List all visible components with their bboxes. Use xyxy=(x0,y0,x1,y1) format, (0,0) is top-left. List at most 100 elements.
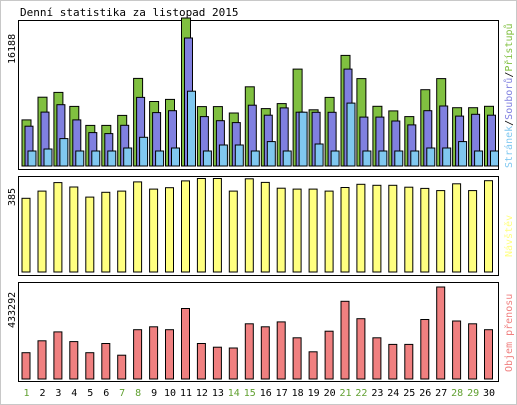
bar-pages: Stránek 25: 1640 xyxy=(410,150,420,167)
x-tick-label: 25 xyxy=(403,388,415,399)
bar-pages: Stránek 23: 1640 xyxy=(378,150,388,167)
bar-volume: Objem přenosu 8: 232000 xyxy=(133,329,143,380)
bar-volume: Objem přenosu 7: 112000 xyxy=(117,354,127,380)
bar-visits: Návštěv 5: 310 xyxy=(85,196,95,273)
bar-volume: Objem přenosu 3: 222000 xyxy=(53,331,63,380)
x-tick-label: 12 xyxy=(196,388,208,399)
bar-pages: Stránek 26: 1970 xyxy=(426,147,436,167)
bar-visits: Návštěv 2: 335 xyxy=(37,190,47,273)
bar-pages: Stránek 9: 1640 xyxy=(155,150,165,167)
x-tick-label: 5 xyxy=(87,388,93,399)
bar-volume: Objem přenosu 1: 124000 xyxy=(21,352,31,380)
bar-visits: Návštěv 17: 347 xyxy=(276,187,286,273)
bar-volume: Objem přenosu 21: 366000 xyxy=(340,300,350,380)
bar-visits: Návštěv 4: 352 xyxy=(69,186,79,273)
bar-pages: Stránek 18: 5880 xyxy=(298,111,308,167)
bar-pages: Stránek 21: 6880 xyxy=(346,102,356,167)
bar-volume: Objem přenosu 26: 280000 xyxy=(420,319,430,380)
x-tick-label: 20 xyxy=(324,388,336,399)
x-tick-label: 26 xyxy=(419,388,431,399)
x-tick-label: 4 xyxy=(71,388,77,399)
x-tick-label: 22 xyxy=(355,388,367,399)
x-tick-label: 8 xyxy=(135,388,141,399)
legend-hits-label: Přístupů xyxy=(503,23,515,71)
bar-volume: Objem přenosu 24: 163000 xyxy=(388,343,398,380)
x-tick-label: 10 xyxy=(164,388,176,399)
bar-pages: Stránek 16: 2670 xyxy=(266,141,276,167)
legend-visits-label: Návštěv xyxy=(503,215,515,257)
bar-pages: Stránek 8: 3140 xyxy=(139,136,149,167)
bar-volume: Objem přenosu 23: 194000 xyxy=(372,337,382,380)
bar-pages: Stránek 4: 1640 xyxy=(75,150,85,167)
bar-volume: Objem přenosu 28: 273000 xyxy=(452,320,462,380)
x-tick-label: 18 xyxy=(292,388,304,399)
bar-visits: Návštěv 9: 343 xyxy=(149,188,159,273)
bar-pages: Stránek 22: 1640 xyxy=(362,150,372,167)
bar-pages: Stránek 13: 2300 xyxy=(218,144,228,167)
bar-volume: Objem přenosu 13: 150000 xyxy=(212,346,222,380)
bar-visits: Návštěv 14: 335 xyxy=(228,190,238,273)
bar-pages: Stránek 12: 1640 xyxy=(202,150,212,167)
bar-visits: Návštěv 7: 335 xyxy=(117,190,127,273)
bar-pages: Stránek 29: 1640 xyxy=(474,150,484,167)
bar-pages: Stránek 1: 1640 xyxy=(27,150,37,167)
bar-volume: Objem přenosu 5: 124000 xyxy=(85,352,95,380)
bar-visits: Návštěv 8: 373 xyxy=(133,181,143,273)
legend-files-label: Souborů xyxy=(503,78,515,120)
bar-visits: Návštěv 18: 343 xyxy=(292,188,302,273)
legend-volume-label: Objem přenosu xyxy=(503,294,515,372)
bar-pages: Stránek 27: 1970 xyxy=(442,147,452,167)
bar-volume: Objem přenosu 17: 269000 xyxy=(276,321,286,380)
x-tick-label: 9 xyxy=(151,388,157,399)
bar-visits: Návštěv 21: 350 xyxy=(340,187,350,273)
bar-pages: Stránek 30: 1640 xyxy=(490,150,499,167)
x-tick-label: 13 xyxy=(212,388,224,399)
x-tick-label: 2 xyxy=(39,388,45,399)
x-tick-label: 28 xyxy=(451,388,463,399)
x-tick-label: 17 xyxy=(276,388,288,399)
x-tick-label: 1 xyxy=(23,388,29,399)
bar-pages: Stránek 20: 1640 xyxy=(330,150,340,167)
bar-pages: Stránek 15: 1640 xyxy=(250,150,260,167)
bar-visits: Návštěv 22: 363 xyxy=(356,183,366,273)
bar-visits: Návštěv 26: 346 xyxy=(420,187,430,273)
legend-separator-1: / xyxy=(504,120,515,126)
x-tick-label: 19 xyxy=(308,388,320,399)
bar-visits: Návštěv 13: 387 xyxy=(212,178,222,273)
bar-pages: Stránek 11: 8180 xyxy=(187,90,196,167)
bar-visits: Návštěv 29: 337 xyxy=(468,190,478,273)
bar-visits: Návštěv 1: 305 xyxy=(21,197,31,273)
panel-hits-bars: Přístupů 1: 5040Souborů 1: 4350Stránek 1… xyxy=(21,17,499,167)
legend-pages-label: Stránek xyxy=(503,126,515,168)
legend-separator-2: / xyxy=(504,72,515,78)
bar-volume: Objem přenosu 27: 433292 xyxy=(436,286,446,380)
chart-title: Denní statistika za listopad 2015 xyxy=(20,6,239,19)
bar-volume: Objem přenosu 19: 128000 xyxy=(308,351,318,380)
x-tick-label: 11 xyxy=(180,388,192,399)
bar-volume: Objem přenosu 30: 232000 xyxy=(484,329,493,380)
panel-visits-bars: Návštěv 1: 305 Návštěv 2: 335 Návštěv 3: 3… xyxy=(21,178,493,273)
x-tick-label: 21 xyxy=(339,388,351,399)
bar-visits: Návštěv 10: 349 xyxy=(165,187,174,273)
x-tick-label: 15 xyxy=(244,388,256,399)
bar-volume: Objem přenosu 14: 146000 xyxy=(228,347,238,380)
panel-visits-frame xyxy=(18,176,499,276)
bar-volume: Objem přenosu 11: 332000 xyxy=(181,308,190,380)
bar-pages: Stránek 10: 1970 xyxy=(171,147,180,167)
x-tick-label: 3 xyxy=(55,388,61,399)
bar-volume: Objem přenosu 25: 163000 xyxy=(404,343,414,380)
bar-visits: Návštěv 11: 377 xyxy=(181,180,190,273)
bar-pages: Stránek 3: 3000 xyxy=(59,138,69,167)
bar-volume: Objem přenosu 10: 232000 xyxy=(165,329,174,380)
bar-visits: Návštěv 30: 378 xyxy=(484,180,493,273)
bar-volume: Objem přenosu 15: 260000 xyxy=(244,323,254,380)
bar-visits: Návštěv 12: 387 xyxy=(196,178,206,273)
bar-volume: Objem přenosu 9: 246000 xyxy=(149,326,159,380)
bar-visits: Návštěv 27: 337 xyxy=(436,190,446,273)
bar-visits: Návštěv 15: 386 xyxy=(244,178,254,273)
bar-pages: Stránek 24: 1640 xyxy=(394,150,404,167)
x-tick-label: 14 xyxy=(228,388,240,399)
x-axis-day-labels: 1 2 3 4 5 6 7 8 9 10 11 12 13 14 15 16 17 18 19 20 21 22 23 24 2… xyxy=(23,388,495,399)
bar-visits: Návštěv 20: 335 xyxy=(324,190,334,273)
